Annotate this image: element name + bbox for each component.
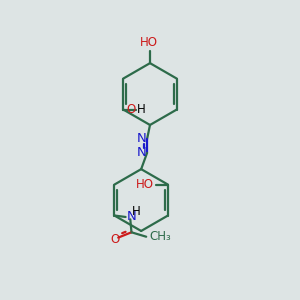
Text: H: H <box>132 205 141 218</box>
Text: N: N <box>137 146 147 159</box>
Text: CH₃: CH₃ <box>150 230 172 243</box>
Text: HO: HO <box>136 178 154 191</box>
Text: N: N <box>137 132 147 145</box>
Text: HO: HO <box>140 36 158 49</box>
Text: O: O <box>110 232 119 246</box>
Text: O: O <box>126 103 135 116</box>
Text: H: H <box>137 103 146 116</box>
Text: N: N <box>127 210 137 223</box>
